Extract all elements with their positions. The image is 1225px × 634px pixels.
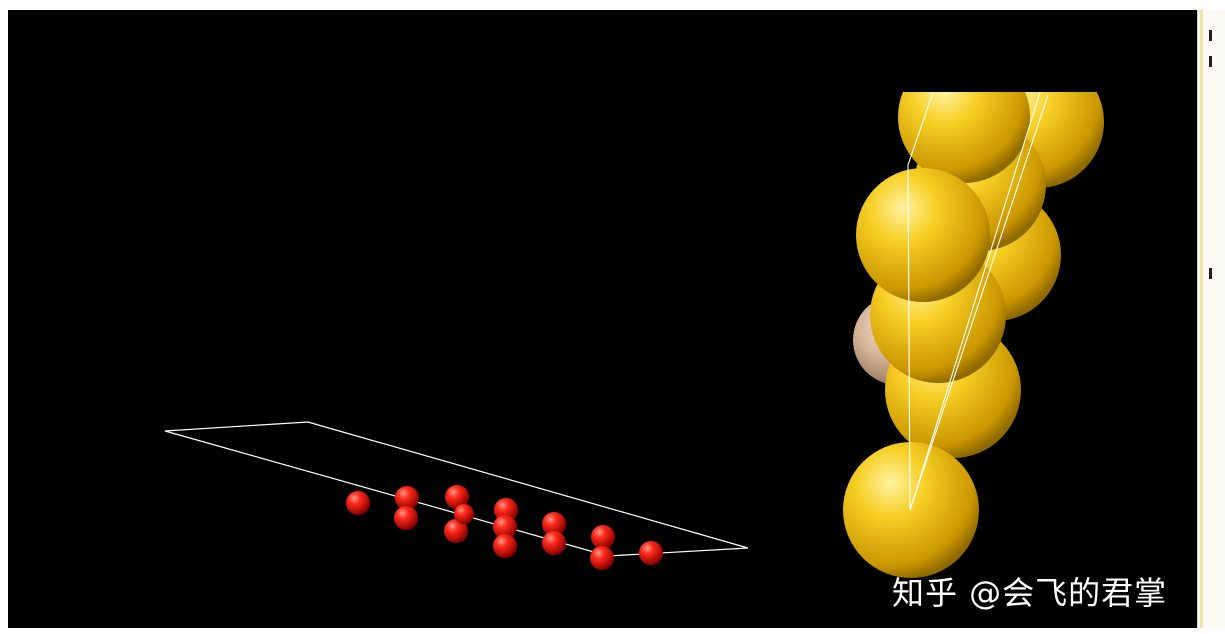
- marker-icon: [1209, 30, 1212, 41]
- watermark-text: 知乎 @会飞的君掌: [892, 574, 1168, 612]
- red-atom: [445, 485, 469, 509]
- marker-icon: [1209, 56, 1212, 67]
- red-atom: [346, 491, 370, 515]
- overlay-panel-top: [838, 10, 1197, 92]
- cell-edge: [909, 91, 1041, 511]
- red-atom: [542, 531, 566, 555]
- red-atom: [639, 541, 663, 565]
- red-atom: [493, 534, 517, 558]
- red-atom: [454, 504, 474, 524]
- red-atom-cluster: [346, 485, 663, 570]
- red-atom: [590, 546, 614, 570]
- red-atom: [394, 506, 418, 530]
- scroll-track: [1200, 10, 1203, 628]
- red-atom: [395, 486, 419, 510]
- side-scroll-strip[interactable]: [1197, 10, 1225, 628]
- red-atom: [494, 498, 518, 522]
- cell-edge: [907, 91, 1049, 511]
- red-atom: [493, 515, 517, 539]
- red-atom: [591, 525, 615, 549]
- red-atom: [542, 512, 566, 536]
- gold-atom: [843, 442, 979, 578]
- red-atom: [444, 519, 468, 543]
- marker-icon: [1209, 268, 1212, 279]
- viewer-scene: [164, 10, 1197, 578]
- molecule-viewer-canvas[interactable]: 知乎 @会飞的君掌: [8, 10, 1197, 628]
- gold-atom: [856, 168, 990, 302]
- unit-cell-outline-right: [907, 91, 1049, 511]
- right-atom-cluster: [843, 51, 1104, 578]
